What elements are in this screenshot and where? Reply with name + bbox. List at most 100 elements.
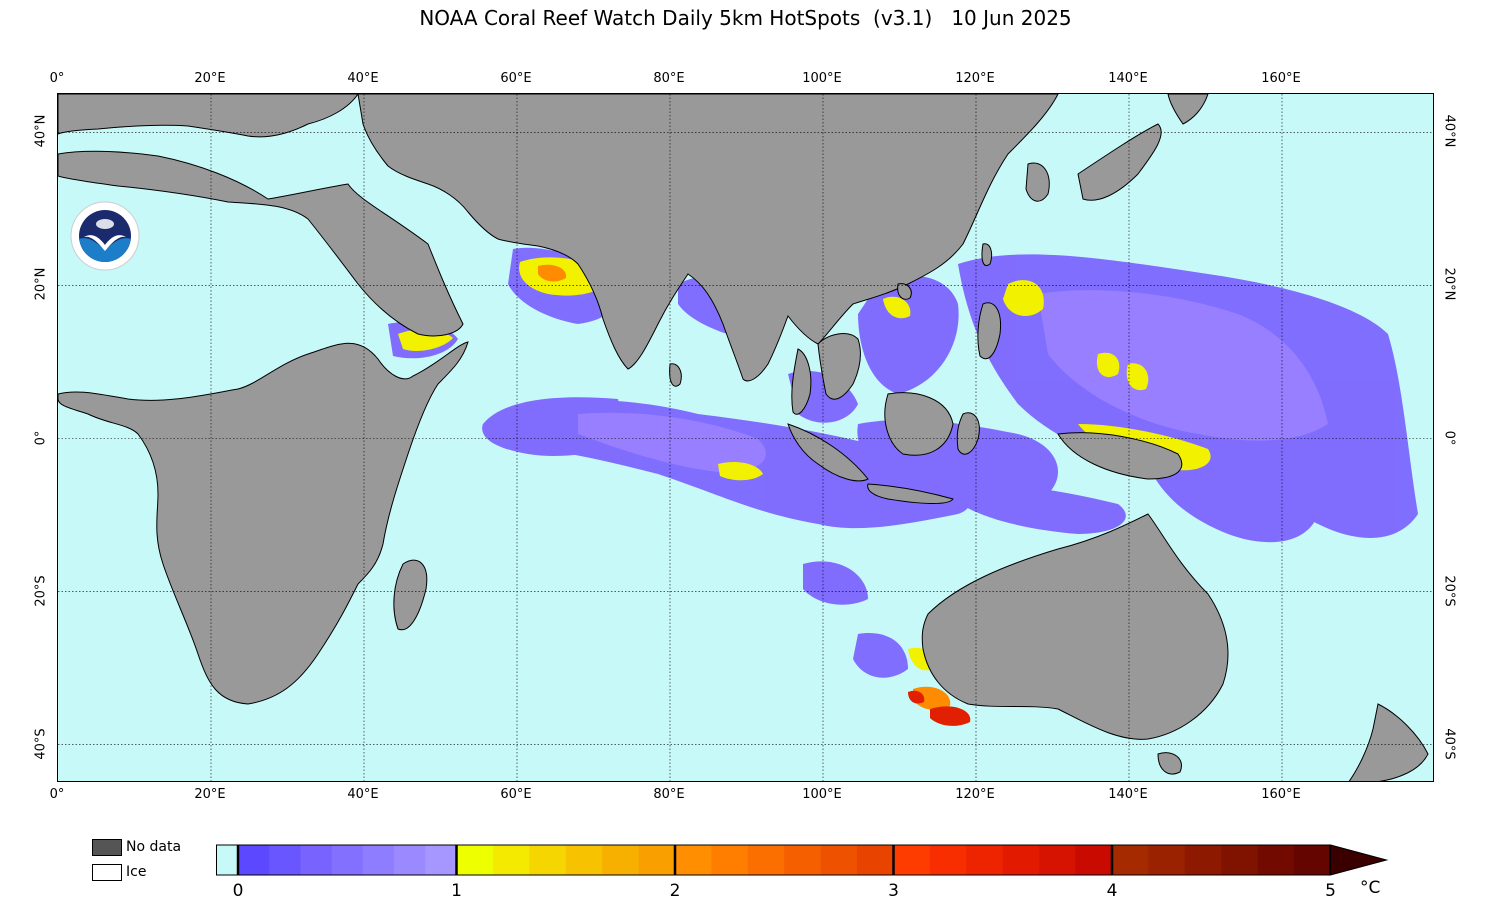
hotspot-south-china-sea: [858, 275, 959, 394]
hotspot-pacific-yellow-b: [1126, 363, 1149, 391]
colorbar-tick-label: 3: [888, 881, 899, 901]
hotspot-timor-sea: [938, 482, 1126, 534]
colorbar-cell: [565, 845, 603, 875]
colorbar-extend-arrow: [1330, 844, 1389, 876]
colorbar-below-range: [216, 844, 239, 876]
europe-top: [58, 94, 359, 138]
australia: [921, 513, 1229, 740]
hotspot-sw-aus-red-b: [908, 690, 925, 704]
land-layer: [58, 94, 1429, 781]
hotspot-arabian-orange: [538, 264, 567, 282]
indochina: [817, 333, 861, 400]
colorbar-cell: [747, 845, 785, 875]
colorbar-cell: [784, 845, 822, 875]
lat-tick-left: 40°N: [33, 114, 49, 148]
hotspot-sw-aus-red: [930, 706, 971, 726]
hainan: [897, 283, 912, 300]
lon-tick-top: 140°E: [1108, 71, 1148, 86]
lat-tick-left: 40°S: [33, 728, 49, 760]
japan-north: [1167, 94, 1209, 125]
sri-lanka: [669, 363, 682, 387]
colorbar-tick-label: 2: [669, 881, 681, 901]
lon-tick-top: 40°E: [347, 71, 379, 86]
colorbar-graphic: [216, 844, 1389, 876]
nodata-label: No data: [126, 839, 182, 855]
hotspot-indian-ocean-west: [482, 397, 628, 456]
colorbar-cell: [394, 845, 426, 875]
colorbar-unit: °C: [1360, 878, 1381, 898]
ice-label: Ice: [126, 864, 147, 880]
lon-tick-top: 120°E: [955, 71, 995, 86]
colorbar-cell: [1148, 845, 1186, 875]
africa: [58, 341, 469, 705]
hotspot-southwest-australia: [803, 561, 868, 605]
colorbar-cell: [1294, 845, 1331, 875]
lon-tick-top: 60°E: [500, 71, 532, 86]
lon-tick-bottom: 100°E: [802, 787, 842, 802]
colorbar-cell: [711, 845, 749, 875]
madagascar: [393, 559, 428, 631]
map-title: NOAA Coral Reef Watch Daily 5km HotSpots…: [419, 6, 1072, 30]
lat-tick-left: 0°: [33, 430, 49, 445]
lon-tick-top: 80°E: [653, 71, 685, 86]
philippines: [977, 302, 1002, 360]
hotspot-mid-layer: [578, 290, 1328, 473]
colorbar-cell: [1112, 845, 1149, 875]
hotspot-pacific-core: [1038, 290, 1328, 441]
colorbar-cell: [820, 845, 858, 875]
korea: [1025, 162, 1050, 202]
lon-tick-bottom: 0°: [49, 787, 65, 802]
colorbar-tick-label: 4: [1106, 881, 1118, 901]
java: [867, 483, 954, 505]
lon-tick-bottom: 60°E: [500, 787, 532, 802]
asia-main: [357, 94, 1059, 382]
lon-tick-bottom: 160°E: [1261, 787, 1301, 802]
japan: [1077, 123, 1162, 201]
colorbar-cell: [1075, 845, 1113, 875]
borneo: [884, 392, 954, 456]
colorbar-cell: [602, 845, 640, 875]
hotspot-wa-coast: [853, 633, 908, 678]
lat-tick-right: 40°N: [1441, 114, 1457, 148]
ice-swatch: [92, 864, 122, 881]
hotspot-indian-core: [578, 412, 766, 473]
colorbar-cell: [638, 845, 676, 875]
colorbar-cell: [1221, 845, 1259, 875]
colorbar-cell: [1039, 845, 1077, 875]
hotspot-pacific-yellow-a: [1096, 352, 1120, 378]
colorbar-cell: [425, 845, 457, 875]
lon-tick-bottom: 20°E: [194, 787, 226, 802]
hotspot-red-layer: [908, 690, 971, 726]
colorbar-cell: [893, 845, 931, 875]
colorbar-cell: [1257, 845, 1295, 875]
graticule: [58, 94, 1433, 781]
colorbar-cell: [331, 845, 364, 875]
lat-tick-right: 40°S: [1441, 728, 1457, 760]
lon-tick-bottom: 120°E: [955, 787, 995, 802]
hotspot-sw-aus-orange: [913, 686, 951, 710]
colorbar-cell: [1002, 845, 1040, 875]
hotspot-scs-yellow: [883, 296, 911, 319]
colorbar-cell: [857, 845, 894, 875]
north-africa-europe: [58, 150, 464, 337]
nodata-swatch: [92, 839, 122, 856]
colorbar-cell: [929, 845, 967, 875]
taiwan: [981, 243, 993, 267]
lon-tick-top: 160°E: [1261, 71, 1301, 86]
colorbar-cell: [966, 845, 1004, 875]
colorbar-cell: [492, 845, 530, 875]
noaa-logo: [70, 201, 140, 271]
lon-tick-bottom: 140°E: [1108, 787, 1148, 802]
colorbar-cell: [362, 845, 395, 875]
colorbar: [216, 844, 1391, 882]
colorbar-cell: [269, 845, 301, 875]
tasmania: [1157, 752, 1182, 775]
colorbar-cell: [456, 845, 494, 875]
colorbar-tick-label: 0: [232, 881, 244, 901]
colorbar-cell: [529, 845, 567, 875]
colorbar-tick-label: 1: [451, 881, 462, 901]
lat-tick-right: 20°N: [1441, 267, 1457, 301]
colorbar-cell: [300, 845, 333, 875]
lat-tick-left: 20°S: [33, 574, 49, 607]
lon-tick-bottom: 40°E: [347, 787, 379, 802]
